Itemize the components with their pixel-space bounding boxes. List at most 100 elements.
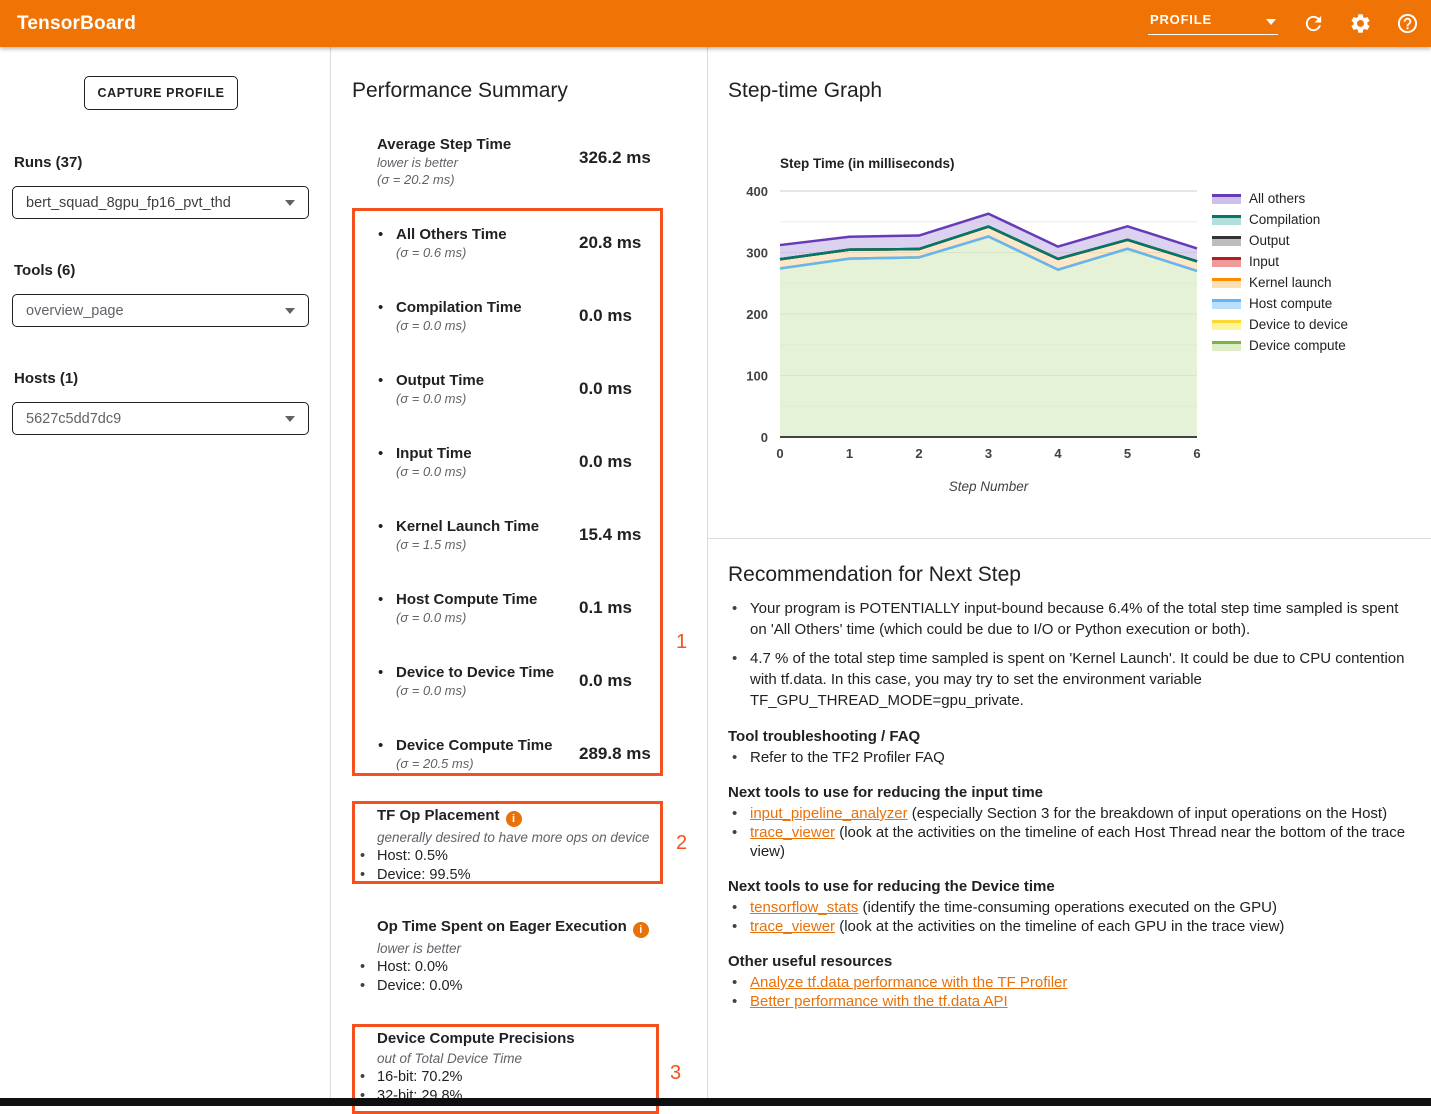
compute-precision-item: 16-bit: 70.2% (354, 1068, 674, 1087)
metric-value: 0.0 ms (579, 671, 632, 690)
bullet-icon: • (378, 518, 384, 535)
tool-link[interactable]: Analyze tf.data performance with the TF … (750, 974, 1068, 991)
metric-label: Kernel Launch Time (396, 518, 540, 535)
legend-label: All others (1249, 191, 1306, 206)
metric-sigma: (σ = 0.0 ms) (396, 683, 467, 698)
metric-sigma: (σ = 0.0 ms) (396, 464, 467, 479)
chevron-down-icon (285, 199, 295, 206)
capture-profile-button[interactable]: CAPTURE PROFILE (84, 76, 238, 110)
legend-label: Kernel launch (1249, 275, 1332, 290)
recommendation-item: Analyze tf.data performance with the TF … (728, 973, 1418, 992)
eager-execution-section: Op Time Spent on Eager Execution lower i… (354, 918, 674, 996)
svg-text:1: 1 (846, 446, 853, 461)
recommendation-section-heading: Next tools to use for reducing the Devic… (728, 878, 1055, 895)
metric-sigma: (σ = 0.0 ms) (396, 318, 467, 333)
legend-swatch-icon (1212, 319, 1241, 330)
tf-op-placement-item: Host: 0.5% (354, 847, 674, 866)
tool-link[interactable]: input_pipeline_analyzer (750, 805, 908, 822)
metric-value: 20.8 ms (579, 233, 642, 252)
legend-swatch-icon (1212, 298, 1241, 309)
help-icon[interactable] (1395, 12, 1419, 36)
tools-select[interactable]: overview_page (12, 294, 309, 327)
tools-select-value: overview_page (26, 302, 124, 319)
sidebar-divider (330, 47, 331, 1106)
metric-value: 0.0 ms (579, 452, 632, 471)
chart-legend: All others Compilation Output Input Kernel l… (1212, 188, 1348, 356)
runs-label: Runs (37) (14, 154, 83, 171)
recommendation-bullet: 4.7 % of the total step time sampled is … (728, 648, 1418, 711)
legend-item: Compilation (1212, 209, 1348, 230)
hosts-select[interactable]: 5627c5dd7dc9 (12, 402, 309, 435)
legend-item: Host compute (1212, 293, 1348, 314)
recommendation-bullet: Your program is POTENTIALLY input-bound … (728, 598, 1418, 640)
metric-label: Output Time (396, 372, 485, 389)
bullet-icon: • (378, 372, 384, 389)
dashboard-select[interactable]: PROFILE (1148, 12, 1278, 35)
average-step-time-value: 326.2 ms (579, 148, 651, 167)
metric-label: Device Compute Time (396, 737, 553, 754)
metric-sigma: (σ = 0.0 ms) (396, 610, 467, 625)
legend-swatch-icon (1212, 214, 1241, 225)
recommendation-item: tensorflow_stats (identify the time-cons… (728, 898, 1418, 917)
average-step-time: Average Step Time lower is better (σ = 2… (377, 136, 557, 188)
chevron-down-icon (285, 307, 295, 314)
metric-label: Compilation Time (396, 299, 522, 316)
runs-select[interactable]: bert_squad_8gpu_fp16_pvt_thd (12, 186, 309, 219)
legend-label: Device to device (1249, 317, 1349, 332)
recommendation-body: Your program is POTENTIALLY input-bound … (728, 598, 1422, 1011)
metric-label: Input Time (396, 445, 472, 462)
tool-link[interactable]: trace_viewer (750, 918, 836, 935)
app-header: TensorBoard PROFILE (0, 0, 1431, 47)
step-time-stacked-area-chart: Step Time (in milliseconds) 0 100 200 300 400… (746, 156, 1200, 494)
hosts-select-value: 5627c5dd7dc9 (26, 410, 122, 427)
legend-swatch-icon (1212, 256, 1241, 267)
metric-sigma: (σ = 20.5 ms) (396, 756, 474, 771)
recommendation-item: input_pipeline_analyzer (especially Sect… (728, 804, 1418, 823)
average-step-time-sigma: (σ = 20.2 ms) (377, 172, 455, 187)
average-step-time-note: lower is better (377, 155, 458, 170)
tf-op-placement-note: generally desired to have more ops on de… (377, 830, 650, 845)
bullet-icon: • (378, 737, 384, 754)
legend-swatch-icon (1212, 340, 1241, 351)
chart-recommendation-divider (708, 538, 1431, 539)
metric-label: All Others Time (396, 226, 507, 243)
hosts-label: Hosts (1) (14, 370, 79, 387)
recommendation-section-heading: Next tools to use for reducing the input… (728, 784, 1044, 801)
legend-label: Input (1249, 254, 1280, 269)
metric-label: Host Compute Time (396, 591, 538, 608)
settings-gear-icon[interactable] (1348, 12, 1372, 36)
eager-execution-note: lower is better (377, 941, 462, 956)
eager-execution-item: Device: 0.0% (354, 977, 674, 996)
tool-link[interactable]: tensorflow_stats (750, 899, 859, 916)
bullet-icon: • (378, 226, 384, 243)
annotation-number-3: 3 (670, 1062, 682, 1084)
legend-swatch-icon (1212, 235, 1241, 246)
tf-op-placement-section: TF Op Placement generally desired to hav… (354, 807, 674, 885)
tool-link[interactable]: trace_viewer (750, 824, 836, 841)
svg-text:Step Number: Step Number (949, 479, 1029, 494)
metric-sigma: (σ = 0.6 ms) (396, 245, 467, 260)
compute-precisions-note: out of Total Device Time (377, 1051, 522, 1066)
annotation-number-2: 2 (676, 832, 688, 854)
legend-item: All others (1212, 188, 1348, 209)
tools-label: Tools (6) (14, 262, 76, 279)
eager-execution-item: Host: 0.0% (354, 958, 674, 977)
header-controls: PROFILE (1148, 0, 1419, 47)
legend-item: Input (1212, 251, 1348, 272)
metric-sigma: (σ = 1.5 ms) (396, 537, 467, 552)
chevron-down-icon (1266, 19, 1276, 25)
info-icon[interactable] (632, 922, 649, 938)
reload-icon[interactable] (1301, 12, 1325, 36)
average-step-time-label: Average Step Time (377, 136, 512, 153)
svg-text:300: 300 (746, 246, 768, 261)
compute-precisions-title: Device Compute Precisions (377, 1030, 575, 1047)
legend-label: Host compute (1249, 296, 1333, 311)
tool-link[interactable]: Better performance with the tf.data API (750, 993, 1008, 1010)
recommendation-title: Recommendation for Next Step (728, 563, 1021, 586)
info-icon[interactable] (505, 811, 522, 827)
metric-value: 289.8 ms (579, 744, 651, 763)
tf-op-placement-item: Device: 99.5% (354, 866, 674, 885)
chevron-down-icon (285, 415, 295, 422)
legend-item: Device to device (1212, 314, 1348, 335)
app-title: TensorBoard (17, 12, 137, 34)
